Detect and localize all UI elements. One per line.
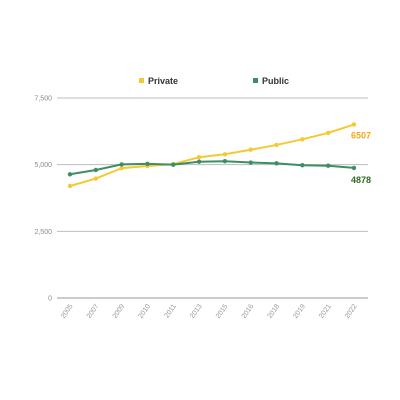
private-data-point bbox=[67, 183, 73, 189]
private-data-point bbox=[351, 122, 357, 127]
gridlines bbox=[57, 97, 368, 299]
private-data-point bbox=[300, 137, 305, 142]
private-data-point bbox=[93, 176, 99, 181]
x-tick-label: 2013 bbox=[189, 303, 204, 320]
x-tick-label: 2009 bbox=[112, 303, 127, 320]
public-end-label: 4878 bbox=[351, 175, 371, 185]
x-tick-label: 2007 bbox=[86, 303, 101, 320]
private-data-point bbox=[274, 142, 279, 148]
legend: Private Public bbox=[139, 76, 289, 86]
private-data-point bbox=[119, 165, 124, 171]
x-tick-label: 2018 bbox=[267, 303, 282, 320]
y-tick-label: 0 bbox=[48, 296, 52, 303]
private-data-point bbox=[222, 152, 228, 157]
end-labels: 6507 4878 bbox=[351, 130, 371, 184]
legend-swatch bbox=[139, 78, 144, 83]
public-data-point bbox=[171, 162, 176, 167]
x-tick-label: 2019 bbox=[292, 303, 307, 320]
public-data-point bbox=[67, 172, 73, 177]
public-data-point bbox=[351, 165, 357, 171]
x-tick-label: 2011 bbox=[164, 303, 178, 319]
y-tick-label: 5,000 bbox=[34, 162, 52, 169]
legend-item-public: Public bbox=[253, 76, 289, 86]
public-data-point bbox=[93, 167, 99, 173]
x-tick-label: 2010 bbox=[137, 303, 152, 320]
public-series-line bbox=[69, 160, 355, 176]
private-data-point bbox=[196, 155, 202, 160]
series-group bbox=[67, 122, 357, 189]
y-tick-label: 2,500 bbox=[34, 229, 52, 236]
public-data-point bbox=[196, 159, 202, 164]
private-end-label: 6507 bbox=[351, 130, 371, 140]
x-tick-label: 2021 bbox=[318, 303, 333, 320]
y-axis-ticks: 0 2,500 5,000 7,500 bbox=[34, 96, 52, 303]
private-data-point bbox=[248, 147, 253, 152]
public-data-point bbox=[145, 161, 150, 167]
legend-label: Private bbox=[148, 76, 178, 86]
public-data-point bbox=[325, 163, 331, 168]
x-tick-label: 2016 bbox=[241, 303, 256, 320]
y-tick-label: 7,500 bbox=[34, 96, 52, 103]
x-tick-label: 2015 bbox=[215, 303, 230, 320]
public-data-point bbox=[274, 161, 279, 166]
public-data-point bbox=[119, 162, 124, 167]
x-tick-label: 2022 bbox=[344, 303, 359, 320]
legend-swatch bbox=[253, 78, 258, 83]
x-tick-label: 2005 bbox=[60, 303, 75, 320]
legend-item-private: Private bbox=[139, 76, 178, 86]
x-axis-ticks: 2005 2007 2009 2010 2011 2013 2015 2016 2018 2019… bbox=[60, 303, 359, 320]
private-series-line bbox=[69, 123, 355, 187]
public-data-point bbox=[222, 159, 228, 164]
private-data-point bbox=[325, 130, 331, 136]
public-data-point bbox=[248, 160, 253, 165]
legend-label: Public bbox=[262, 76, 289, 86]
public-data-point bbox=[300, 163, 305, 168]
